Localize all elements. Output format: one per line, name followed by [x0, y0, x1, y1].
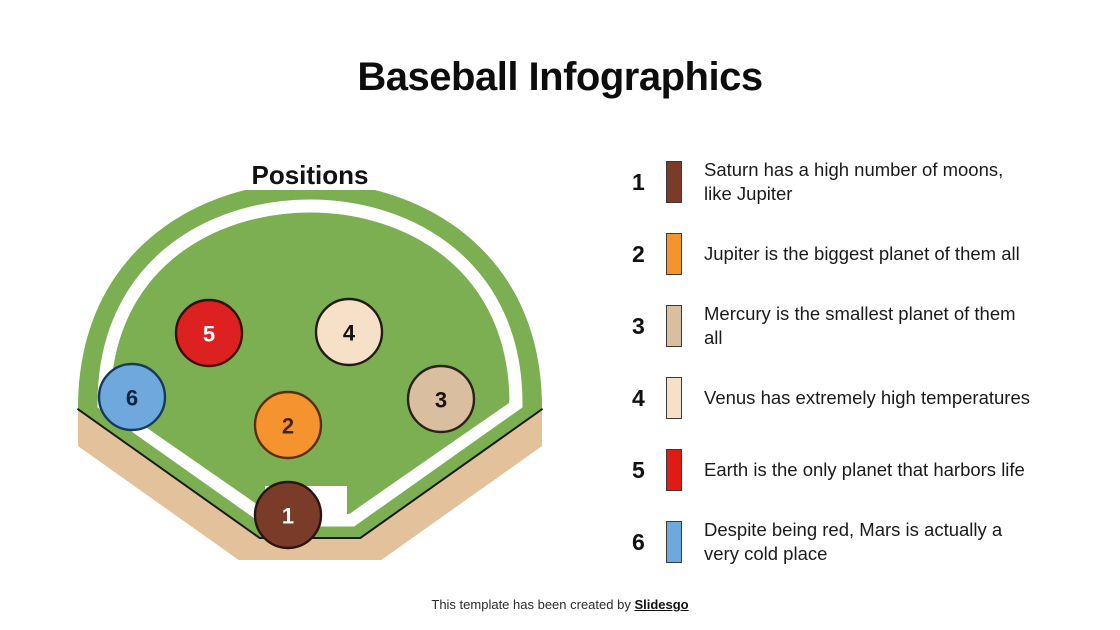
position-marker-1[interactable]: 1 — [253, 480, 323, 550]
legend-list: 1 Saturn has a high number of moons, lik… — [632, 146, 1062, 578]
legend-text-6: Despite being red, Mars is actually a ve… — [704, 518, 1003, 564]
footer-credit: This template has been created by Slides… — [0, 597, 1120, 612]
legend-item-4[interactable]: 4 Venus has extremely high temperatures — [632, 362, 1062, 434]
legend-item-1[interactable]: 1 Saturn has a high number of moons, lik… — [632, 146, 1062, 218]
field-dirt-left-face — [78, 408, 260, 560]
position-label-2: 2 — [282, 414, 294, 439]
legend-swatch-3 — [666, 305, 682, 347]
position-marker-3[interactable]: 3 — [406, 364, 476, 434]
legend-text-3: Mercury is the smallest planet of them a… — [704, 302, 1016, 348]
position-label-6: 6 — [126, 386, 138, 411]
position-label-5: 5 — [203, 322, 215, 347]
position-marker-6[interactable]: 6 — [97, 362, 167, 432]
legend-swatch-4 — [666, 377, 682, 419]
legend-index-2: 2 — [632, 240, 645, 267]
position-circle-6[interactable] — [97, 362, 167, 432]
position-marker-2[interactable]: 2 — [253, 390, 323, 460]
field-infield-grass — [111, 213, 509, 514]
legend-index-5: 5 — [632, 456, 645, 483]
legend-item-6[interactable]: 6 Despite being red, Mars is actually a … — [632, 506, 1062, 578]
legend-swatch-1 — [666, 161, 682, 203]
field-dirt-right-face — [360, 408, 542, 560]
baseball-field-panel: Positions 1 2 — [60, 148, 620, 568]
baseball-field-diagram: 1 2 3 4 5 6 — [76, 190, 544, 560]
legend-swatch-6 — [666, 521, 682, 563]
legend-swatch-2 — [666, 233, 682, 275]
field-heading: Positions — [251, 160, 369, 190]
legend-item-2[interactable]: 2 Jupiter is the biggest planet of them … — [632, 218, 1062, 290]
position-circle-2[interactable] — [253, 390, 323, 460]
legend-index-3: 3 — [632, 312, 645, 339]
footer-credit-text: This template has been created by — [431, 597, 635, 612]
position-label-1: 1 — [282, 504, 294, 529]
page-title: Baseball Infographics — [357, 55, 763, 99]
position-circle-3[interactable] — [406, 364, 476, 434]
legend-item-5[interactable]: 5 Earth is the only planet that harbors … — [632, 434, 1062, 506]
legend-text-4: Venus has extremely high temperatures — [704, 386, 1030, 408]
legend-text-5: Earth is the only planet that harbors li… — [704, 458, 1025, 480]
field-warning-track — [97, 199, 523, 527]
position-circle-4[interactable] — [314, 297, 384, 367]
legend-swatch-5 — [666, 449, 682, 491]
position-label-3: 3 — [435, 388, 447, 413]
legend-item-3[interactable]: 3 Mercury is the smallest planet of them… — [632, 290, 1062, 362]
legend-text-2: Jupiter is the biggest planet of them al… — [704, 242, 1020, 264]
legend-text-1: Saturn has a high number of moons, like … — [704, 158, 1004, 204]
position-marker-4[interactable]: 4 — [314, 297, 384, 367]
legend-index-6: 6 — [632, 528, 645, 555]
position-label-4: 4 — [343, 321, 356, 346]
legend-index-4: 4 — [632, 384, 645, 411]
slidesgo-link[interactable]: Slidesgo — [634, 597, 689, 612]
position-circle-1[interactable] — [253, 480, 323, 550]
legend-index-1: 1 — [632, 168, 645, 195]
position-marker-5[interactable]: 5 — [174, 298, 244, 368]
position-circle-5[interactable] — [174, 298, 244, 368]
